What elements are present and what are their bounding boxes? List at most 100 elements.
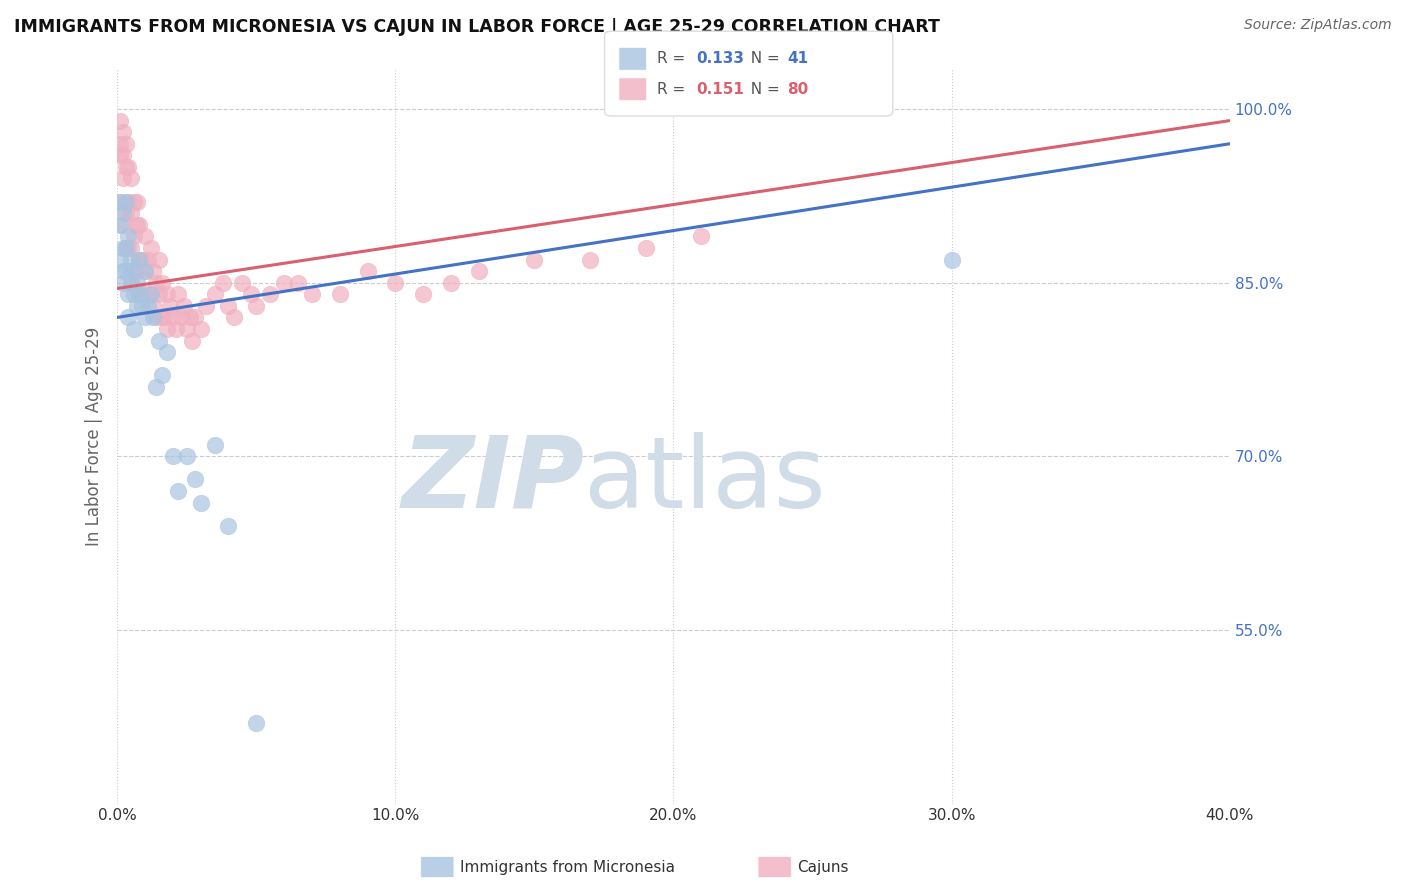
Point [440,276,463,290]
Text: Source: ZipAtlas.com: Source: ZipAtlas.com [1244,18,1392,32]
Text: IMMIGRANTS FROM MICRONESIA VS CAJUN IN LABOR FORCE | AGE 25-29 CORRELATION CHART: IMMIGRANTS FROM MICRONESIA VS CAJUN IN L… [14,18,941,36]
Point [111,264,134,278]
Point [114,136,136,151]
Text: R =: R = [657,82,690,96]
Point [217,518,239,533]
Point [217,299,239,313]
Point [156,322,179,336]
Point [120,206,142,220]
Point [634,241,657,255]
Point [222,310,245,325]
Point [125,194,148,209]
Point [128,218,150,232]
Point [145,310,167,325]
Point [139,241,162,255]
Point [131,299,153,313]
Point [159,299,181,313]
Point [239,287,262,301]
Point [156,345,179,359]
Text: ZIP: ZIP [402,432,585,529]
Point [114,264,136,278]
Point [190,495,212,509]
Point [153,310,176,325]
Point [148,252,170,267]
Point [245,299,267,313]
Text: 0.133: 0.133 [696,52,744,66]
Point [117,160,139,174]
Point [179,310,201,325]
Point [212,276,235,290]
Point [273,276,295,290]
Point [120,276,142,290]
Point [111,218,134,232]
Text: atlas: atlas [585,432,827,529]
Point [356,264,378,278]
Point [122,194,145,209]
Point [136,252,159,267]
Point [120,171,142,186]
Point [148,334,170,348]
Point [136,287,159,301]
Point [120,241,142,255]
Text: 80: 80 [787,82,808,96]
Point [134,264,156,278]
Point [162,450,184,464]
Point [117,310,139,325]
Point [111,241,134,255]
Point [111,148,134,162]
Point [114,206,136,220]
Point [145,276,167,290]
Point [122,229,145,244]
Point [117,194,139,209]
Point [114,241,136,255]
Point [108,136,131,151]
Point [108,148,131,162]
Point [122,322,145,336]
Point [125,276,148,290]
Point [190,322,212,336]
Point [128,252,150,267]
Point [111,171,134,186]
Point [329,287,352,301]
Point [231,276,253,290]
Point [134,229,156,244]
Point [690,229,713,244]
Point [412,287,434,301]
Text: Immigrants from Micronesia: Immigrants from Micronesia [460,860,675,874]
Point [117,229,139,244]
Point [142,310,165,325]
Point [162,310,184,325]
Point [156,287,179,301]
Point [523,252,546,267]
Point [114,160,136,174]
Point [195,299,218,313]
Text: 41: 41 [787,52,808,66]
Point [148,287,170,301]
Point [139,287,162,301]
Point [134,264,156,278]
Point [125,218,148,232]
Y-axis label: In Labor Force | Age 25-29: In Labor Force | Age 25-29 [86,326,103,546]
Point [108,218,131,232]
Point [301,287,323,301]
Point [176,450,198,464]
Point [114,194,136,209]
Point [170,310,193,325]
Point [150,368,173,383]
Point [145,380,167,394]
Text: N =: N = [741,52,785,66]
Point [150,310,173,325]
Point [167,484,190,499]
Point [114,241,136,255]
Text: R =: R = [657,52,690,66]
Point [125,264,148,278]
Point [134,310,156,325]
Point [122,264,145,278]
Text: N =: N = [741,82,785,96]
Point [167,287,190,301]
Point [184,310,207,325]
Point [111,276,134,290]
Point [941,252,963,267]
Point [108,252,131,267]
Point [128,287,150,301]
